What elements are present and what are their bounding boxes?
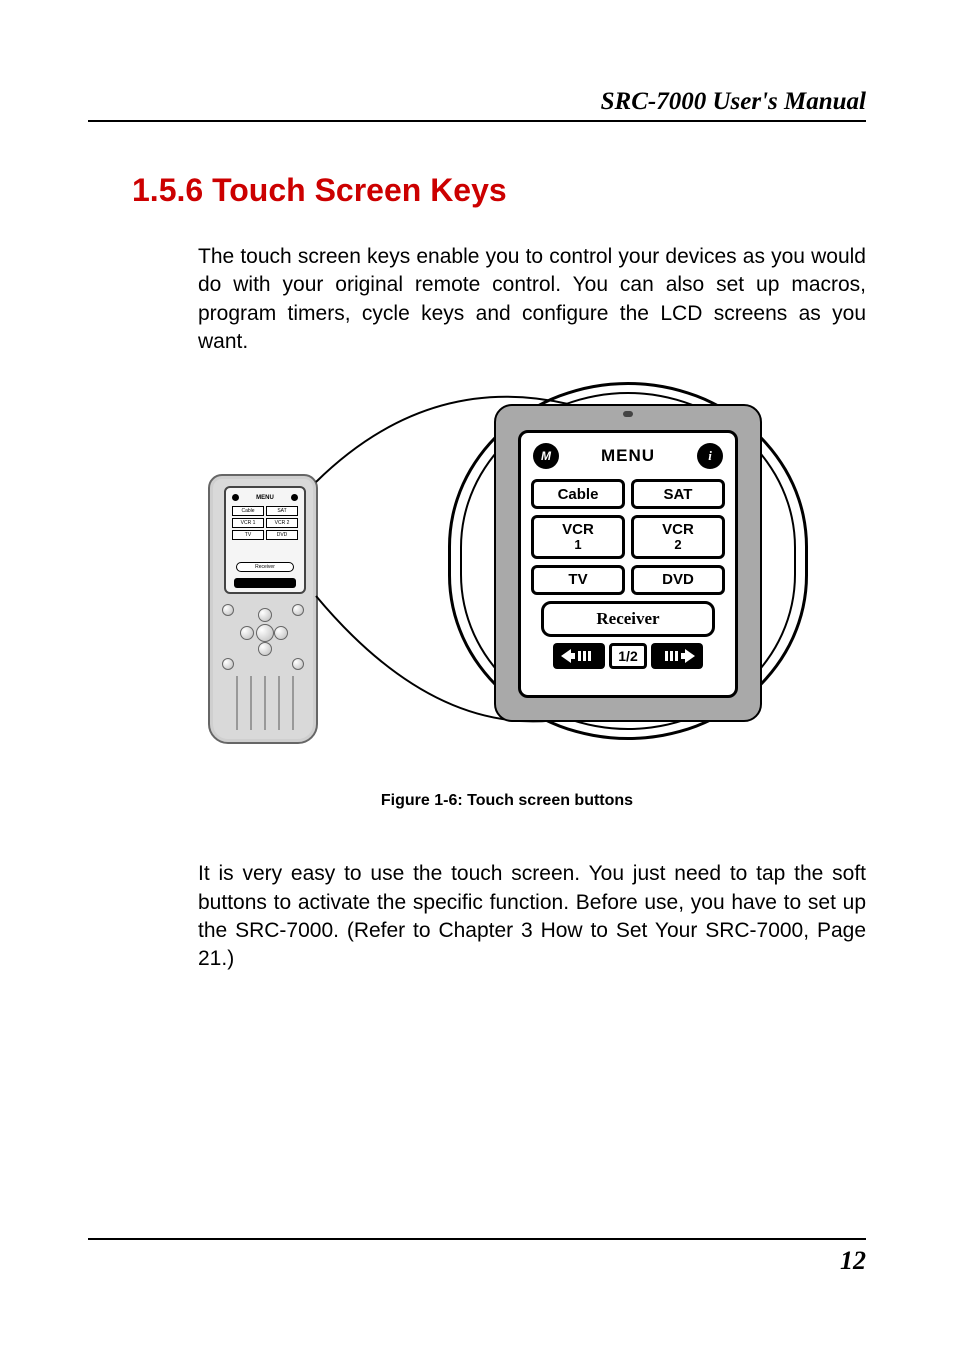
figure-caption: Figure 1-6: Touch screen buttons [148, 792, 866, 810]
page-footer: 12 [88, 1238, 866, 1276]
device-tv-button[interactable]: TV [531, 565, 625, 595]
figure-1-6: MENU Cable SAT VCR 1 VCR 2 TV DVD Receiv… [168, 382, 866, 762]
small-cell: VCR 2 [266, 518, 298, 528]
menu-label: MENU [601, 446, 655, 466]
page-number: 12 [88, 1246, 866, 1276]
page-next-button[interactable] [651, 643, 703, 669]
menu-label-small: MENU [256, 495, 274, 501]
remote-screen-zoom: M MENU i Cable SAT VCR1 VCR2 TV DVD Rece… [448, 382, 808, 742]
device-sat-button[interactable]: SAT [631, 479, 725, 509]
small-cell: SAT [266, 506, 298, 516]
small-pagebar [234, 578, 296, 588]
menu-m-icon: M [533, 443, 559, 469]
page-indicator: 1/2 [609, 643, 646, 669]
device-vcr2-button[interactable]: VCR2 [631, 515, 725, 558]
small-receiver: Receiver [236, 562, 294, 572]
small-cell: VCR 1 [232, 518, 264, 528]
svg-text:M: M [541, 449, 552, 463]
manual-title: SRC-7000 User's Manual [88, 88, 866, 116]
remote-grip [230, 676, 300, 730]
device-vcr1-button[interactable]: VCR1 [531, 515, 625, 558]
corner-btn [222, 604, 234, 616]
menu-icon-small [232, 494, 239, 501]
small-cell: DVD [266, 530, 298, 540]
dpad-small [240, 608, 290, 658]
small-cell: Cable [232, 506, 264, 516]
section-heading: 1.5.6 Touch Screen Keys [132, 172, 866, 209]
page-header: SRC-7000 User's Manual [88, 88, 866, 122]
small-cell: TV [232, 530, 264, 540]
info-i-icon: i [697, 443, 723, 469]
page-prev-button[interactable] [553, 643, 605, 669]
device-cable-button[interactable]: Cable [531, 479, 625, 509]
device-receiver-button[interactable]: Receiver [541, 601, 715, 637]
info-icon-small [291, 494, 298, 501]
usage-paragraph: It is very easy to use the touch screen.… [198, 860, 866, 973]
speaker-dot [623, 411, 633, 417]
intro-paragraph: The touch screen keys enable you to cont… [198, 243, 866, 356]
svg-text:i: i [708, 448, 712, 463]
corner-btn [222, 658, 234, 670]
corner-btn [292, 658, 304, 670]
corner-btn [292, 604, 304, 616]
device-dvd-button[interactable]: DVD [631, 565, 725, 595]
remote-illustration-small: MENU Cable SAT VCR 1 VCR 2 TV DVD Receiv… [208, 474, 318, 744]
